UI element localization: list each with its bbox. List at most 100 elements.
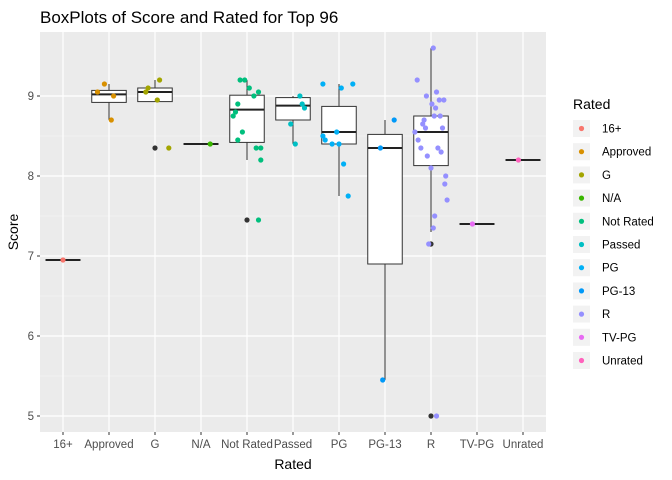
x-axis-title: Rated [274,456,311,472]
legend-item: Approved [573,143,651,161]
data-point [255,89,262,95]
y-axis-title: Score [5,214,21,251]
data-point [428,165,434,171]
data-point [101,81,107,87]
box-pg-13 [367,120,403,380]
data-point [255,217,262,223]
legend-label: G [602,170,611,182]
legend-item: PG [573,259,619,277]
data-point [297,93,303,99]
x-axis: 16+ Approved G N/A Not Rated Passed PG PG-13 R TV… [53,432,543,451]
y-tick-label: 5 [28,411,34,423]
x-tick-label: G [151,439,160,451]
data-point [415,137,421,143]
legend-label: Approved [602,147,651,159]
data-point [431,113,437,119]
outlier-point [152,145,158,151]
data-point [424,153,430,159]
x-tick-label: PG [331,439,348,451]
data-point [345,193,351,199]
data-point [377,145,383,151]
data-point [422,125,429,131]
data-point [301,105,308,111]
data-point [338,85,344,91]
outlier-point [428,413,434,419]
legend-label: R [602,309,610,321]
data-point [242,77,248,83]
y-tick-label: 9 [28,91,34,103]
chart-title: BoxPlots of Score and Rated for Top 96 [40,8,338,27]
data-point [145,85,151,91]
data-point [442,181,448,187]
data-point [239,129,245,135]
y-tick-label: 7 [28,251,34,263]
data-point [515,157,522,163]
legend-label: Not Rated [602,216,654,228]
data-point [253,145,259,151]
data-point [435,145,441,151]
x-tick-label: PG-13 [368,439,401,451]
data-point [420,121,426,127]
legend-item: N/A [573,189,622,207]
y-axis: 5 6 7 8 9 [28,91,40,423]
legend-swatch [578,265,585,271]
data-point [235,137,241,143]
legend-swatch [578,241,585,248]
data-point [336,141,342,147]
data-point [258,145,264,151]
legend-item: G [573,166,611,184]
data-point [433,413,440,419]
box-iqr [367,133,403,265]
legend-swatch [578,334,585,340]
legend-item: PG-13 [573,282,635,300]
box-pg [321,84,357,196]
legend-swatch [578,172,585,178]
x-tick-label: R [427,439,435,451]
data-point [414,77,420,83]
legend-swatch [578,357,585,364]
data-point [430,45,436,51]
legend-swatch [578,195,585,201]
y-tick-label: 6 [28,331,34,343]
point-layer [60,45,522,419]
box-layer [45,48,541,419]
data-point [292,141,298,147]
data-point [438,149,444,155]
legend-item: 16+ [573,120,622,137]
data-point [322,137,328,143]
legend-swatch [578,218,585,224]
data-point [288,121,294,127]
x-tick-label: Unrated [503,439,544,451]
data-point [143,89,149,95]
x-tick-label: Not Rated [221,439,273,451]
data-point [320,81,326,87]
legend-title: Rated [573,96,610,112]
data-point [111,93,117,99]
legend-label: PG [602,263,619,275]
legend-swatch [578,125,585,132]
data-point [433,89,440,95]
data-point [441,97,447,103]
data-point [443,173,449,179]
data-point [341,161,347,167]
data-point [108,117,114,123]
data-point [235,101,241,107]
data-point [430,225,436,231]
data-point [334,129,340,135]
legend-item: Not Rated [573,212,654,230]
data-point [426,241,432,247]
legend-swatch [578,288,585,294]
data-point [437,113,443,119]
legend-label: Passed [602,240,640,252]
data-point [469,221,475,227]
data-point [230,113,236,119]
data-point [421,117,427,123]
box-iqr [321,105,357,145]
x-tick-label: 16+ [53,439,73,451]
data-point [60,257,66,263]
data-point [350,81,356,87]
data-point [433,105,439,111]
data-point [166,145,172,151]
legend-item: TV-PG [573,328,637,346]
data-point [412,129,418,135]
